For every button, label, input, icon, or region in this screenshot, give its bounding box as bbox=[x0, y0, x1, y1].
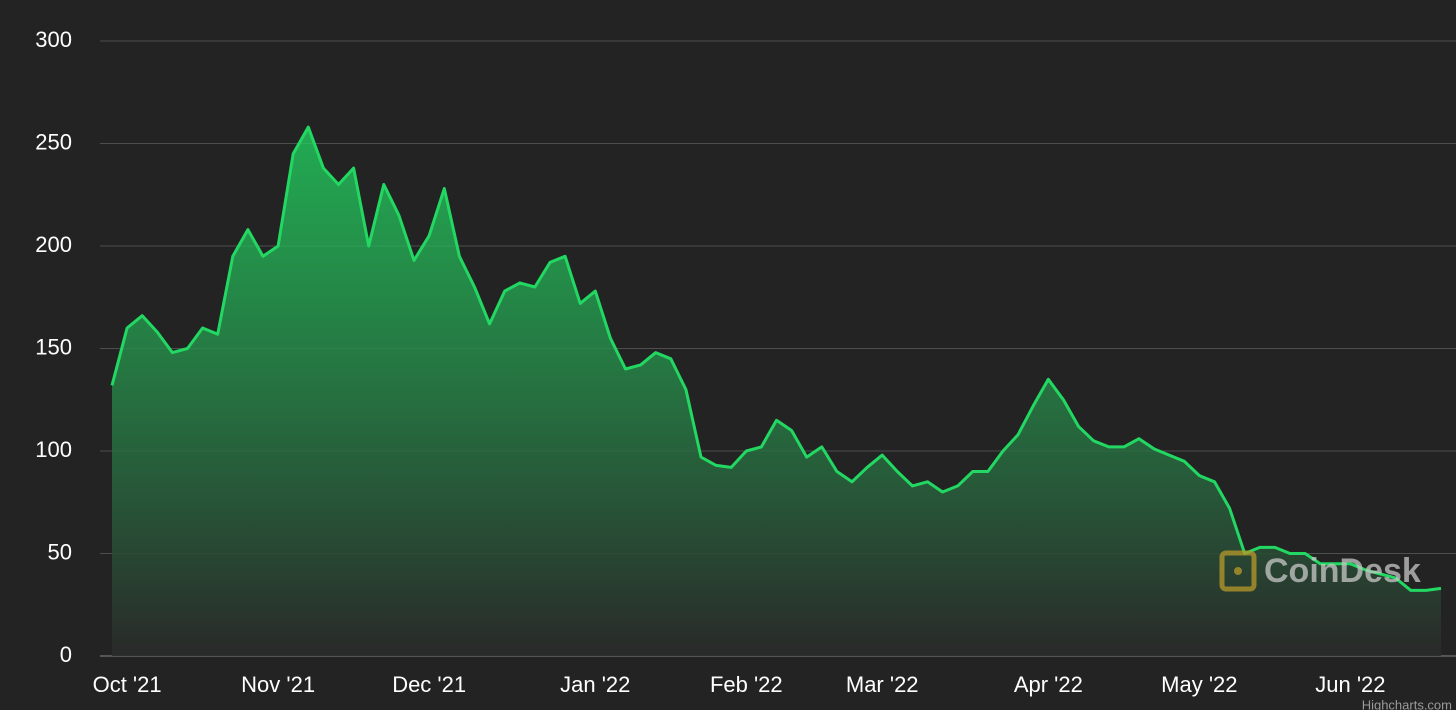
x-tick-label: Feb '22 bbox=[710, 672, 783, 697]
y-tick-label: 150 bbox=[35, 334, 72, 359]
x-tick-label: May '22 bbox=[1161, 672, 1237, 697]
y-tick-label: 250 bbox=[35, 129, 72, 154]
plot: 0 50 100 150 200 250 300 Oct '21 Nov '21 Dec '21 J… bbox=[35, 27, 1456, 697]
area-fill bbox=[112, 127, 1441, 657]
x-tick-label: Mar '22 bbox=[846, 672, 919, 697]
x-tick-label: Jan '22 bbox=[560, 672, 630, 697]
x-tick-label: Apr '22 bbox=[1014, 672, 1083, 697]
watermark-text: CoinDesk bbox=[1264, 552, 1421, 590]
watermark-icon bbox=[1219, 550, 1257, 592]
line bbox=[110, 125, 1442, 592]
y-tick-label: 300 bbox=[35, 27, 72, 52]
watermark: CoinDesk bbox=[1219, 550, 1421, 592]
x-tick-label: Jun '22 bbox=[1315, 672, 1385, 697]
y-tick-label: 100 bbox=[35, 437, 72, 462]
y-tick-label: 200 bbox=[35, 232, 72, 257]
x-tick-label: Nov '21 bbox=[241, 672, 315, 697]
x-tick-label: Oct '21 bbox=[93, 672, 162, 697]
y-tick-label: 0 bbox=[60, 642, 72, 667]
credits: Highcharts.com bbox=[1362, 697, 1452, 710]
watermark-icon-dot bbox=[1234, 567, 1242, 575]
x-tick-label: Dec '21 bbox=[392, 672, 466, 697]
y-tick-label: 50 bbox=[48, 539, 72, 564]
